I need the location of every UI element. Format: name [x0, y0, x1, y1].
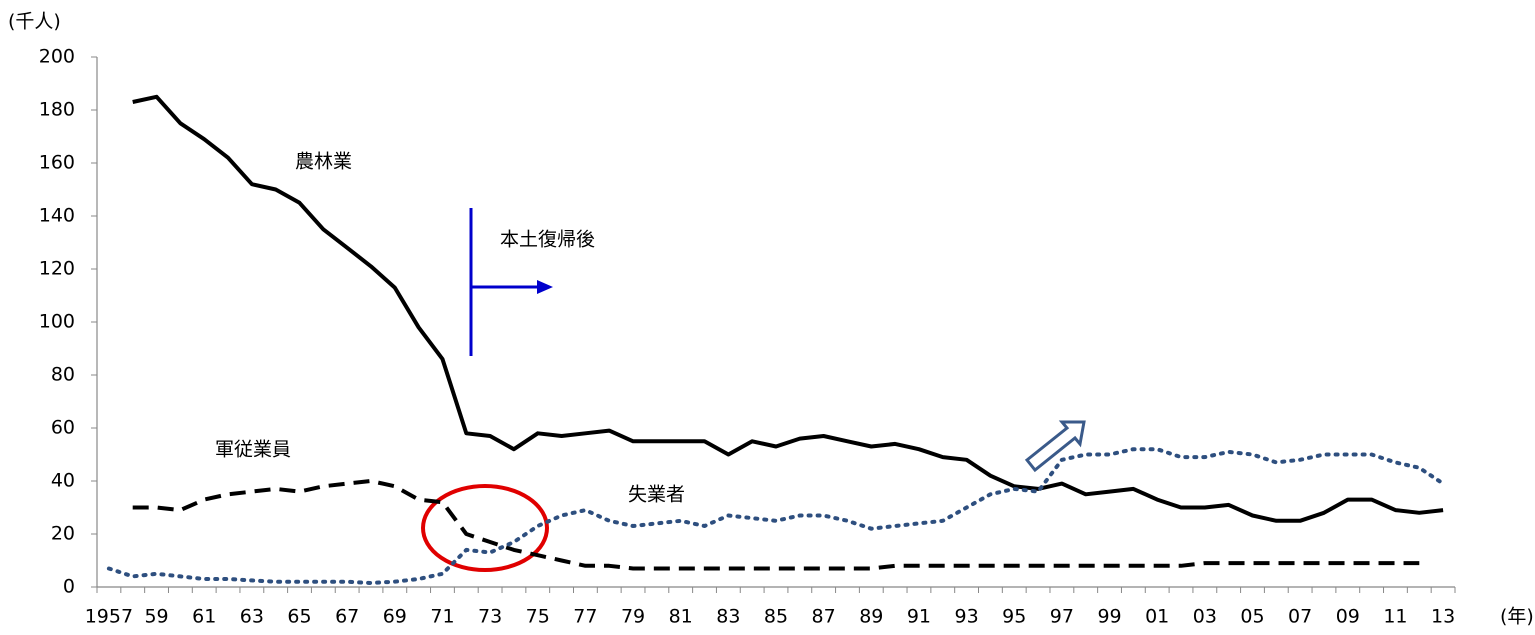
x-tick-label: 91: [907, 606, 931, 628]
y-tick-label: 40: [51, 470, 75, 492]
y-tick-label: 100: [39, 311, 75, 333]
reversion-arrowhead: [537, 280, 553, 294]
y-tick-label: 80: [51, 364, 75, 386]
x-tick-label: 79: [621, 606, 645, 628]
series-label: 軍従業員: [215, 439, 291, 461]
x-tick-label: 03: [1193, 606, 1217, 628]
annotation: 本土復帰後: [500, 229, 595, 251]
series-label: 失業者: [628, 484, 685, 506]
y-tick-label: 20: [51, 523, 75, 545]
x-tick-label: 81: [669, 606, 693, 628]
x-tick-label: 85: [764, 606, 788, 628]
x-tick-label: 75: [526, 606, 550, 628]
x-tick-label: 13: [1431, 606, 1455, 628]
series-line: [106, 447, 1446, 585]
x-unit-label: (年): [1500, 606, 1534, 628]
x-tick-label: 61: [192, 606, 216, 628]
x-tick-label: 69: [383, 606, 407, 628]
series-line: [132, 479, 1420, 571]
x-tick-label: 05: [1240, 606, 1264, 628]
y-tick-label: 120: [39, 258, 75, 280]
y-tick-label: 200: [39, 46, 75, 68]
x-tick-label: 99: [1097, 606, 1121, 628]
x-tick-label: 11: [1383, 606, 1407, 628]
series-label: 農林業: [295, 151, 352, 173]
x-tick-label: 71: [430, 606, 454, 628]
y-tick-label: 160: [39, 152, 75, 174]
x-tick-label: 63: [240, 606, 264, 628]
x-tick-label: 77: [573, 606, 597, 628]
x-tick-label: 93: [955, 606, 979, 628]
x-tick-label: 97: [1050, 606, 1074, 628]
y-tick-label: 140: [39, 205, 75, 227]
x-tick-label: 67: [335, 606, 359, 628]
y-tick-label: 60: [51, 417, 75, 439]
x-tick-label: 87: [812, 606, 836, 628]
x-tick-label: 83: [716, 606, 740, 628]
x-tick-label: 95: [1002, 606, 1026, 628]
series-line: [132, 94, 1444, 523]
x-tick-label: 65: [287, 606, 311, 628]
x-tick-label: 09: [1336, 606, 1360, 628]
highlight-ellipse: [421, 484, 549, 572]
trend-arrow: [1024, 420, 1086, 473]
x-tick-label: 73: [478, 606, 502, 628]
x-tick-label: 1957: [85, 606, 133, 628]
x-tick-label: 01: [1145, 606, 1169, 628]
y-tick-label: 180: [39, 99, 75, 121]
x-tick-label: 59: [144, 606, 168, 628]
x-tick-label: 07: [1288, 606, 1312, 628]
x-tick-label: 89: [859, 606, 883, 628]
y-unit-label: (千人): [8, 11, 61, 33]
y-tick-label: 0: [63, 576, 75, 598]
